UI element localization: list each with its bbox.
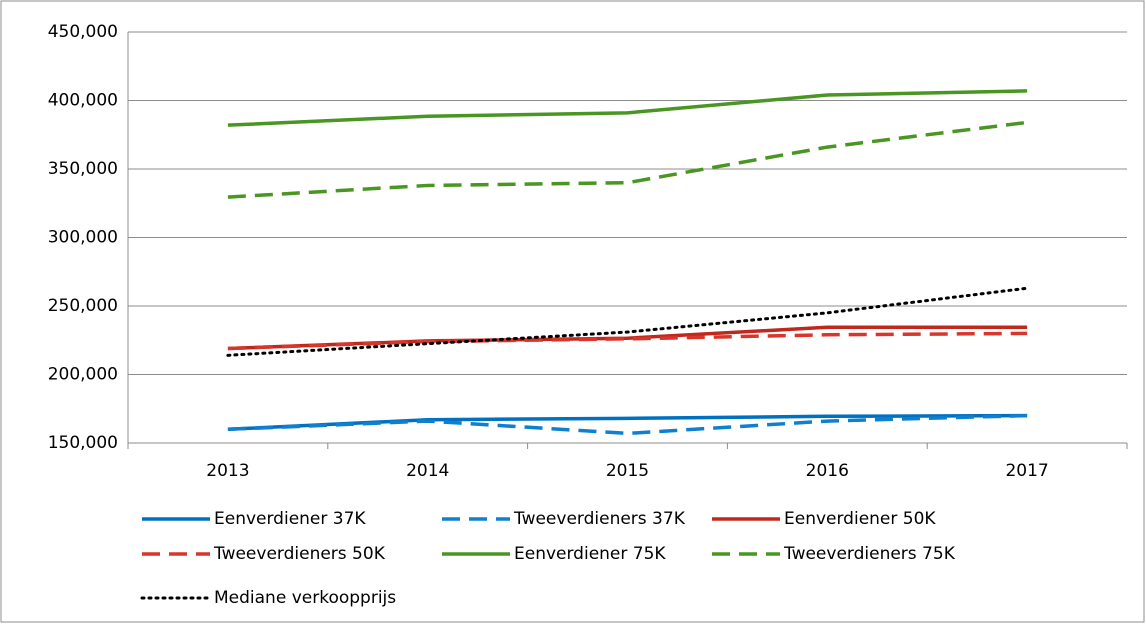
legend-label: Eenverdiener 37K [214, 509, 366, 529]
x-tick-label: 2017 [1005, 461, 1048, 481]
x-tick-label: 2016 [806, 461, 849, 481]
legend-label: Eenverdiener 50K [784, 509, 936, 529]
legend-label: Tweeverdieners 37K [513, 509, 686, 529]
legend-label: Eenverdiener 75K [514, 544, 666, 564]
x-tick-label: 2014 [406, 461, 449, 481]
series-line [226, 286, 1029, 357]
x-tick-label: 2013 [206, 461, 249, 481]
series-line [227, 413, 1028, 432]
x-tick-label: 2015 [606, 461, 649, 481]
y-tick-label: 250,000 [48, 296, 118, 316]
series-line [227, 89, 1028, 127]
y-tick-label: 400,000 [48, 91, 118, 111]
y-tick-label: 150,000 [48, 433, 118, 453]
legend-label: Mediane verkoopprijs [214, 588, 396, 608]
series-line [227, 325, 1028, 351]
legend-label: Tweeverdieners 75K [783, 544, 956, 564]
y-tick-label: 300,000 [48, 228, 118, 248]
y-tick-label: 350,000 [48, 159, 118, 179]
legend-label: Tweeverdieners 50K [213, 544, 386, 564]
y-tick-label: 450,000 [48, 22, 118, 42]
y-tick-label: 200,000 [48, 365, 118, 385]
